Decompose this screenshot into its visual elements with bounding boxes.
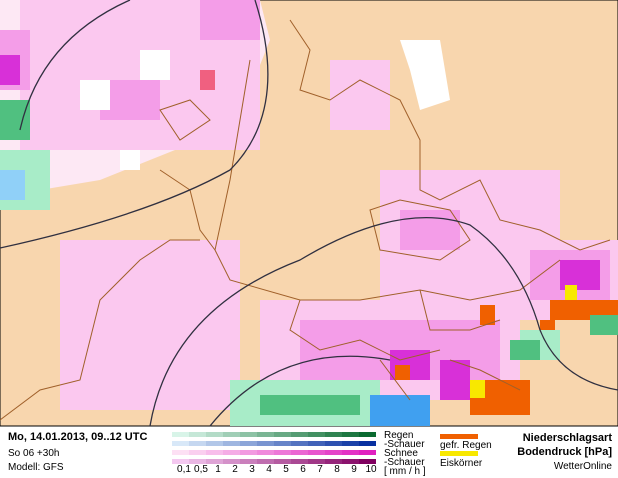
scale-label: 1 — [215, 464, 221, 475]
scale-label: 10 — [365, 464, 377, 475]
legend-swatch — [274, 450, 291, 455]
legend-swatch — [308, 459, 325, 464]
legend-swatch — [172, 450, 189, 455]
legend-swatch — [308, 441, 325, 446]
legend-swatch — [206, 441, 223, 446]
legend-swatch — [342, 450, 359, 455]
legend-swatch — [223, 432, 240, 437]
map — [0, 0, 618, 427]
legend-swatch — [223, 459, 240, 464]
scale-label: 6 — [300, 464, 306, 475]
legend-swatch — [359, 459, 376, 464]
valid-time: Mo, 14.01.2013, 09..12 UTC — [8, 431, 147, 443]
legend-rain: Regen — [384, 430, 413, 441]
legend-swatch — [342, 459, 359, 464]
legend-swatch — [257, 441, 274, 446]
legend-swatch — [189, 450, 206, 455]
legend-swatch — [325, 459, 342, 464]
legend-swatch — [274, 459, 291, 464]
legend-swatch — [359, 441, 376, 446]
run-info: So 06 +30h — [8, 448, 59, 459]
legend-swatch — [172, 441, 189, 446]
scale-label: 7 — [317, 464, 323, 475]
legend-snow-showers: -Schauer — [384, 457, 425, 468]
legend-swatch — [291, 441, 308, 446]
legend-swatch — [359, 450, 376, 455]
legend-swatch — [291, 450, 308, 455]
legend-swatch — [274, 432, 291, 437]
legend-swatch — [189, 459, 206, 464]
legend-swatch — [206, 459, 223, 464]
legend-swatch — [189, 432, 206, 437]
legend-swatch — [240, 432, 257, 437]
footer-title: Niederschlagsart — [523, 432, 613, 444]
legend-swatch — [325, 450, 342, 455]
legend-swatch — [291, 459, 308, 464]
scale-label: 0,1 — [177, 464, 191, 475]
legend-unit: [ mm / h ] — [384, 466, 426, 477]
legend-swatch — [308, 450, 325, 455]
scale-label: 5 — [283, 464, 289, 475]
scale-label: 0,5 — [194, 464, 208, 475]
legend-swatch — [342, 441, 359, 446]
legend-swatch — [257, 432, 274, 437]
legend-swatch — [223, 441, 240, 446]
legend-swatch — [325, 441, 342, 446]
legend-swatch — [172, 459, 189, 464]
scale-label: 8 — [334, 464, 340, 475]
legend-swatch — [240, 450, 257, 455]
legend-swatch — [206, 432, 223, 437]
legend-swatch — [342, 432, 359, 437]
scale-label: 3 — [249, 464, 255, 475]
scale-label: 2 — [232, 464, 238, 475]
footer-subtitle: Bodendruck [hPa] — [517, 446, 612, 458]
legend-swatch — [206, 450, 223, 455]
legend-freezing-rain: gefr. Regen — [440, 440, 492, 451]
legend-swatch — [359, 432, 376, 437]
legend-swatch — [240, 459, 257, 464]
legend-swatch — [189, 441, 206, 446]
legend-swatch — [257, 459, 274, 464]
scale-label: 9 — [351, 464, 357, 475]
legend-swatch — [274, 441, 291, 446]
brand: WetterOnline — [554, 461, 613, 472]
legend-snow: Schnee — [384, 448, 418, 459]
legend-rain-showers: -Schauer — [384, 439, 425, 450]
model: Modell: GFS — [8, 462, 64, 473]
legend-swatch — [308, 432, 325, 437]
legend-swatch — [240, 441, 257, 446]
legend-swatch — [325, 432, 342, 437]
legend-ice-pellets: Eiskörner — [440, 458, 483, 469]
legend-swatch — [172, 432, 189, 437]
legend-footer: Mo, 14.01.2013, 09..12 UTC So 06 +30h Mo… — [8, 430, 612, 477]
scale-label: 4 — [266, 464, 272, 475]
legend-swatch — [257, 450, 274, 455]
legend-swatch — [291, 432, 308, 437]
legend-swatch — [223, 450, 240, 455]
